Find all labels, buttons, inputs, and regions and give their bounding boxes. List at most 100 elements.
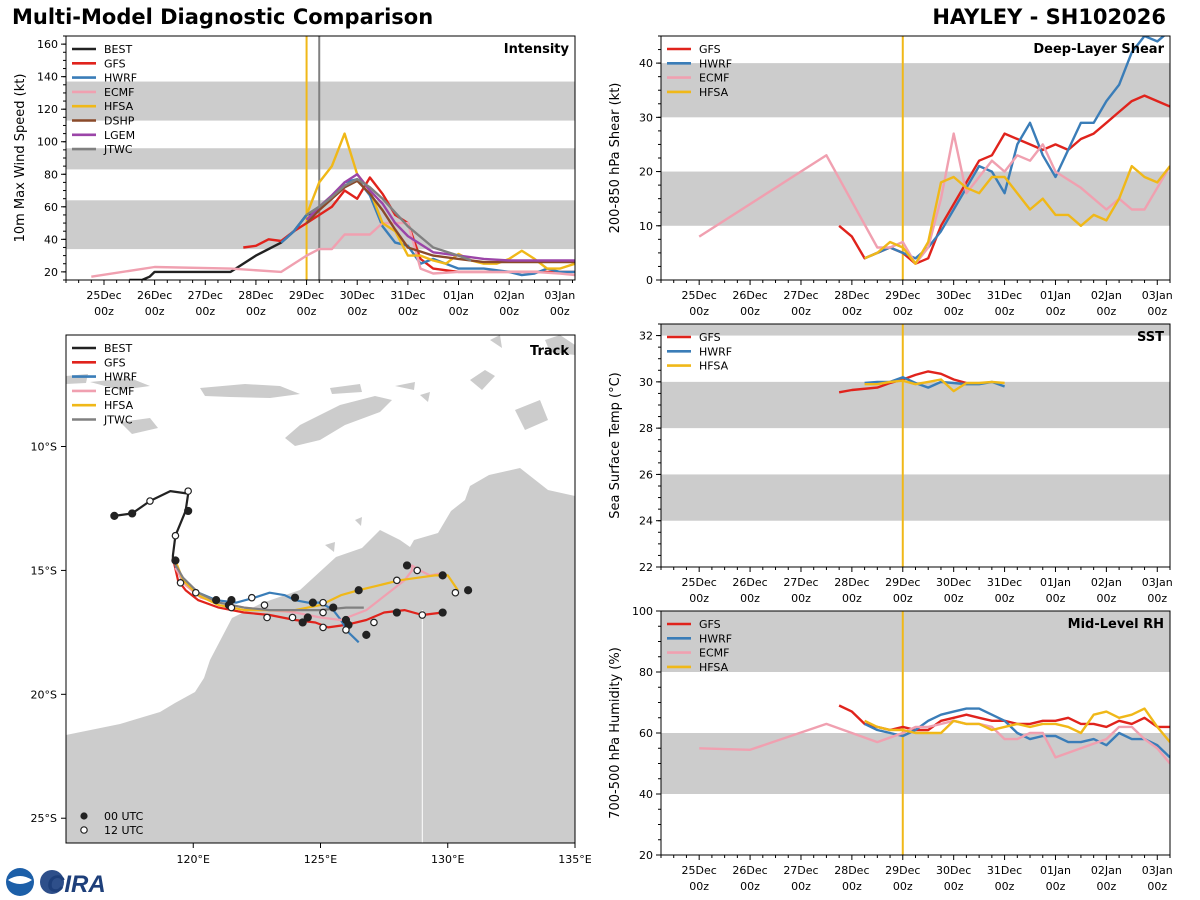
legend-label-ecmf: ECMF: [699, 647, 729, 660]
x-tick-label-date: 31Dec: [987, 576, 1022, 589]
lat-tick-label: 20°S: [31, 688, 57, 701]
x-tick-label-hour: 00z: [449, 305, 469, 318]
x-tick-label-date: 30Dec: [936, 289, 971, 302]
panel-intensity: 20 40 60 80 100 120 140 160 25Dec 00z 26Dec 00z 27De…: [13, 35, 576, 318]
position-12utc: [260, 601, 269, 609]
legend-label-best: BEST: [104, 342, 132, 355]
position-00utc: [184, 506, 193, 516]
lon-tick-label: 120°E: [177, 853, 210, 866]
x-tick-label-date: 26Dec: [732, 576, 767, 589]
y-tick-label: 60: [44, 201, 58, 214]
x-tick-label-date: 27Dec: [783, 289, 818, 302]
y-axis-label: Sea Surface Temp (°C): [608, 372, 623, 519]
position-00utc: [171, 556, 180, 565]
panel-title: Mid-Level RH: [1068, 617, 1164, 632]
noaa-bird-icon: [8, 876, 32, 884]
y-tick-label: 160: [37, 38, 58, 51]
x-tick-label-hour: 00z: [689, 592, 709, 605]
legend-label-hwrf: HWRF: [104, 72, 137, 85]
series-line-hfsa: [864, 164, 1170, 265]
position-00utc: [438, 608, 447, 617]
land-mass-10: [330, 384, 362, 394]
position-12utc: [176, 579, 185, 587]
legend-label-hfsa: HFSA: [699, 661, 729, 674]
legend-marker-00utc: [80, 812, 88, 820]
position-12utc: [191, 588, 200, 597]
position-12utc: [288, 613, 297, 622]
x-tick-label-hour: 00z: [1147, 305, 1167, 318]
legend-label-gfs: GFS: [104, 356, 126, 369]
x-tick-label-hour: 00z: [1147, 880, 1167, 893]
y-tick-label: 140: [37, 71, 58, 84]
cira-globe-icon: [40, 870, 64, 894]
x-tick-label-hour: 00z: [689, 305, 709, 318]
lon-tick-label: 135°E: [558, 853, 591, 866]
position-12utc: [319, 623, 327, 632]
position-12utc: [413, 566, 422, 575]
x-tick-label-hour: 00z: [995, 592, 1015, 605]
legend-label-dshp: DSHP: [104, 115, 135, 128]
x-tick-label-hour: 00z: [297, 305, 317, 318]
x-tick-label-date: 01Jan: [1040, 289, 1071, 302]
lat-tick-label: 25°S: [31, 812, 57, 825]
x-tick-label-hour: 00z: [347, 305, 367, 318]
legend-label-jtwc: JTWC: [103, 143, 133, 156]
position-12utc: [342, 626, 350, 634]
y-tick-label: 10: [639, 220, 653, 233]
plot-frame: [660, 323, 1171, 568]
position-00utc: [329, 603, 338, 612]
gray-band-0: [661, 733, 1170, 794]
panel-title: Track: [530, 344, 569, 359]
position-12utc: [184, 487, 192, 495]
legend-label-ecmf: ECMF: [699, 72, 729, 85]
y-axis-label: 200-850 hPa Shear (kt): [608, 83, 623, 234]
series-line-lgem: [305, 173, 575, 262]
x-tick-label-date: 30Dec: [936, 576, 971, 589]
x-tick-label-date: 03Jan: [544, 289, 575, 302]
x-tick-label-hour: 00z: [550, 305, 570, 318]
x-tick-label-date: 31Dec: [390, 289, 425, 302]
x-tick-label-date: 28Dec: [238, 289, 273, 302]
gray-band-2: [66, 81, 575, 121]
position-00utc: [212, 596, 221, 605]
gray-band-2: [661, 324, 1170, 336]
panel-title: Deep-Layer Shear: [1033, 42, 1164, 57]
lon-tick-label: 130°E: [431, 853, 464, 866]
x-tick-label-hour: 00z: [1046, 305, 1066, 318]
land-mass-13: [325, 542, 335, 552]
position-00utc: [354, 586, 363, 595]
x-tick-label-date: 25Dec: [682, 289, 717, 302]
position-00utc: [464, 586, 473, 595]
x-tick-label-hour: 00z: [995, 305, 1015, 318]
gray-band-1: [66, 148, 575, 170]
x-tick-label-hour: 00z: [944, 592, 964, 605]
y-tick-label: 40: [639, 57, 653, 70]
land-mass-12: [545, 335, 575, 355]
x-tick-label-date: 01Jan: [443, 289, 474, 302]
x-tick-label-date: 03Jan: [1142, 289, 1173, 302]
legend-label-12utc: 12 UTC: [104, 824, 144, 837]
x-tick-label-date: 03Jan: [1142, 576, 1173, 589]
x-tick-label-hour: 00z: [1096, 592, 1116, 605]
cira-logo-text: CIRA: [47, 871, 106, 898]
panel-sst: 22 24 26 28 30 32 25Dec 00z 26Dec 00z 27Dec 00z 28De…: [608, 323, 1173, 605]
x-tick-label-hour: 00z: [1147, 592, 1167, 605]
y-tick-label: 100: [632, 605, 653, 618]
x-tick-label-hour: 00z: [893, 305, 913, 318]
x-tick-label-hour: 00z: [195, 305, 215, 318]
y-tick-label: 24: [639, 515, 653, 528]
page-title: Multi-Model Diagnostic Comparison: [12, 5, 434, 29]
position-12utc: [146, 497, 154, 505]
y-tick-label: 0: [646, 274, 653, 287]
plot-area: [661, 36, 1170, 280]
position-00utc: [402, 561, 412, 570]
series-line-hfsa: [864, 378, 1005, 393]
position-00utc: [227, 596, 236, 605]
series-line-hwrf: [864, 36, 1166, 260]
land-mass-7: [515, 400, 548, 430]
position-12utc: [263, 613, 271, 622]
legend-label-ecmf: ECMF: [104, 385, 134, 398]
x-tick-label-date: 01Jan: [1040, 576, 1071, 589]
y-tick-label: 32: [639, 330, 653, 343]
